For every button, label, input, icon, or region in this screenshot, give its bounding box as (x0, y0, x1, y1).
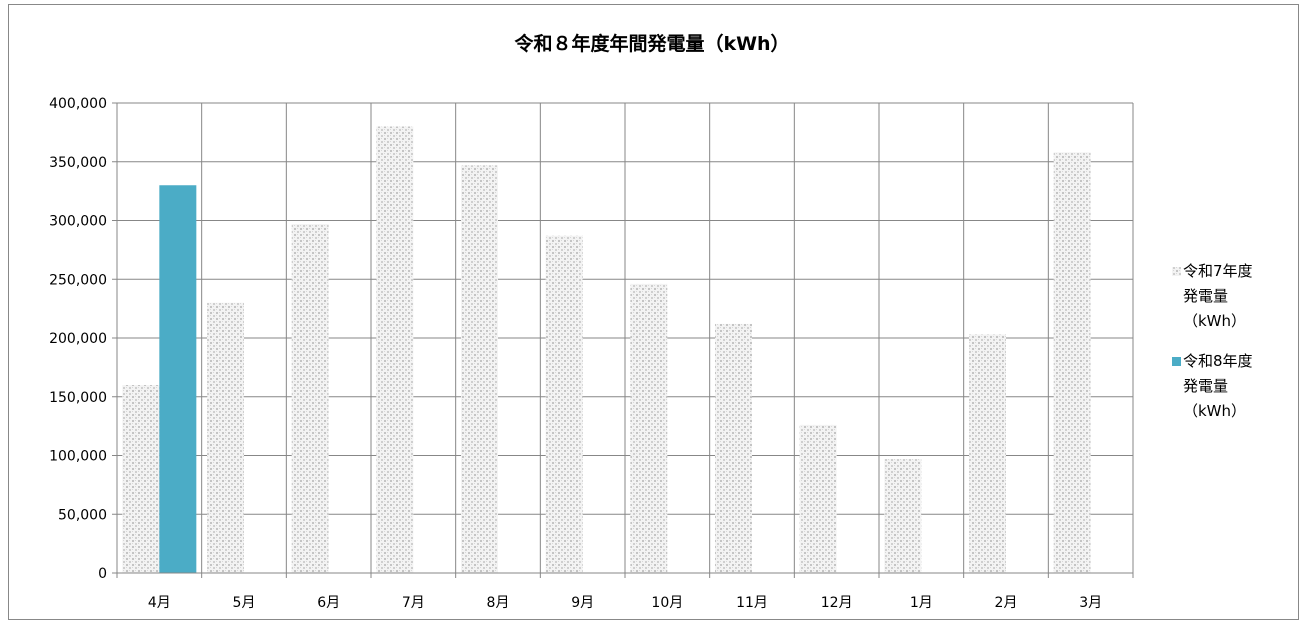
legend-label: 発電量 (1183, 377, 1228, 395)
bar-r7-8 (799, 424, 837, 573)
x-tick-label: 10月 (651, 595, 683, 611)
bar-r7-2 (291, 224, 329, 573)
y-tick-label: 0 (98, 566, 107, 582)
bar-r7-7 (715, 323, 752, 573)
bar-r7-10 (969, 334, 1006, 573)
bar-r7-9 (884, 459, 922, 573)
x-tick-label: 7月 (402, 595, 425, 611)
y-tick-label: 300,000 (49, 214, 107, 230)
x-tick-label: 2月 (995, 595, 1018, 611)
y-tick-label: 150,000 (49, 390, 107, 406)
x-tick-label: 1月 (910, 595, 933, 611)
bar-r7-0 (122, 385, 160, 573)
legend-label: （kWh） (1183, 312, 1246, 330)
bar-r7-5 (545, 235, 583, 573)
legend-label: 発電量 (1183, 287, 1228, 305)
chart-title: 令和８年度年間発電量（kWh） (514, 32, 789, 55)
x-tick-label: 4月 (148, 595, 171, 611)
axis-layer: 0 50,000 100,000 150,000 200,000 250,000 300,0… (49, 96, 1134, 611)
bar-r7-6 (630, 283, 668, 573)
bar-r7-11 (1053, 152, 1091, 573)
y-tick-label: 200,000 (49, 331, 107, 347)
x-tick-label: 8月 (487, 595, 510, 611)
bar-r7-3 (376, 126, 414, 573)
legend-label: 令和7年度 (1183, 262, 1253, 280)
y-tick-label: 250,000 (49, 272, 107, 288)
y-tick-label: 400,000 (49, 96, 107, 112)
legend-swatch-r7 (1172, 267, 1181, 276)
bars-layer (122, 126, 1091, 573)
legend-label: 令和8年度 (1183, 352, 1253, 370)
y-tick-label: 350,000 (49, 155, 107, 171)
bar-r8-0 (159, 185, 197, 573)
legend-swatch-r8 (1172, 357, 1181, 366)
x-tick-label: 5月 (233, 595, 256, 611)
x-tick-label: 3月 (1079, 595, 1102, 611)
bar-r7-1 (207, 302, 244, 573)
x-tick-label: 11月 (736, 595, 768, 611)
legend-label: （kWh） (1183, 402, 1246, 420)
x-tick-label: 12月 (821, 595, 853, 611)
x-tick-label: 6月 (317, 595, 340, 611)
y-tick-label: 100,000 (49, 449, 107, 465)
y-tick-label: 50,000 (58, 507, 107, 523)
bar-r7-4 (461, 165, 498, 573)
x-tick-label: 9月 (571, 595, 594, 611)
